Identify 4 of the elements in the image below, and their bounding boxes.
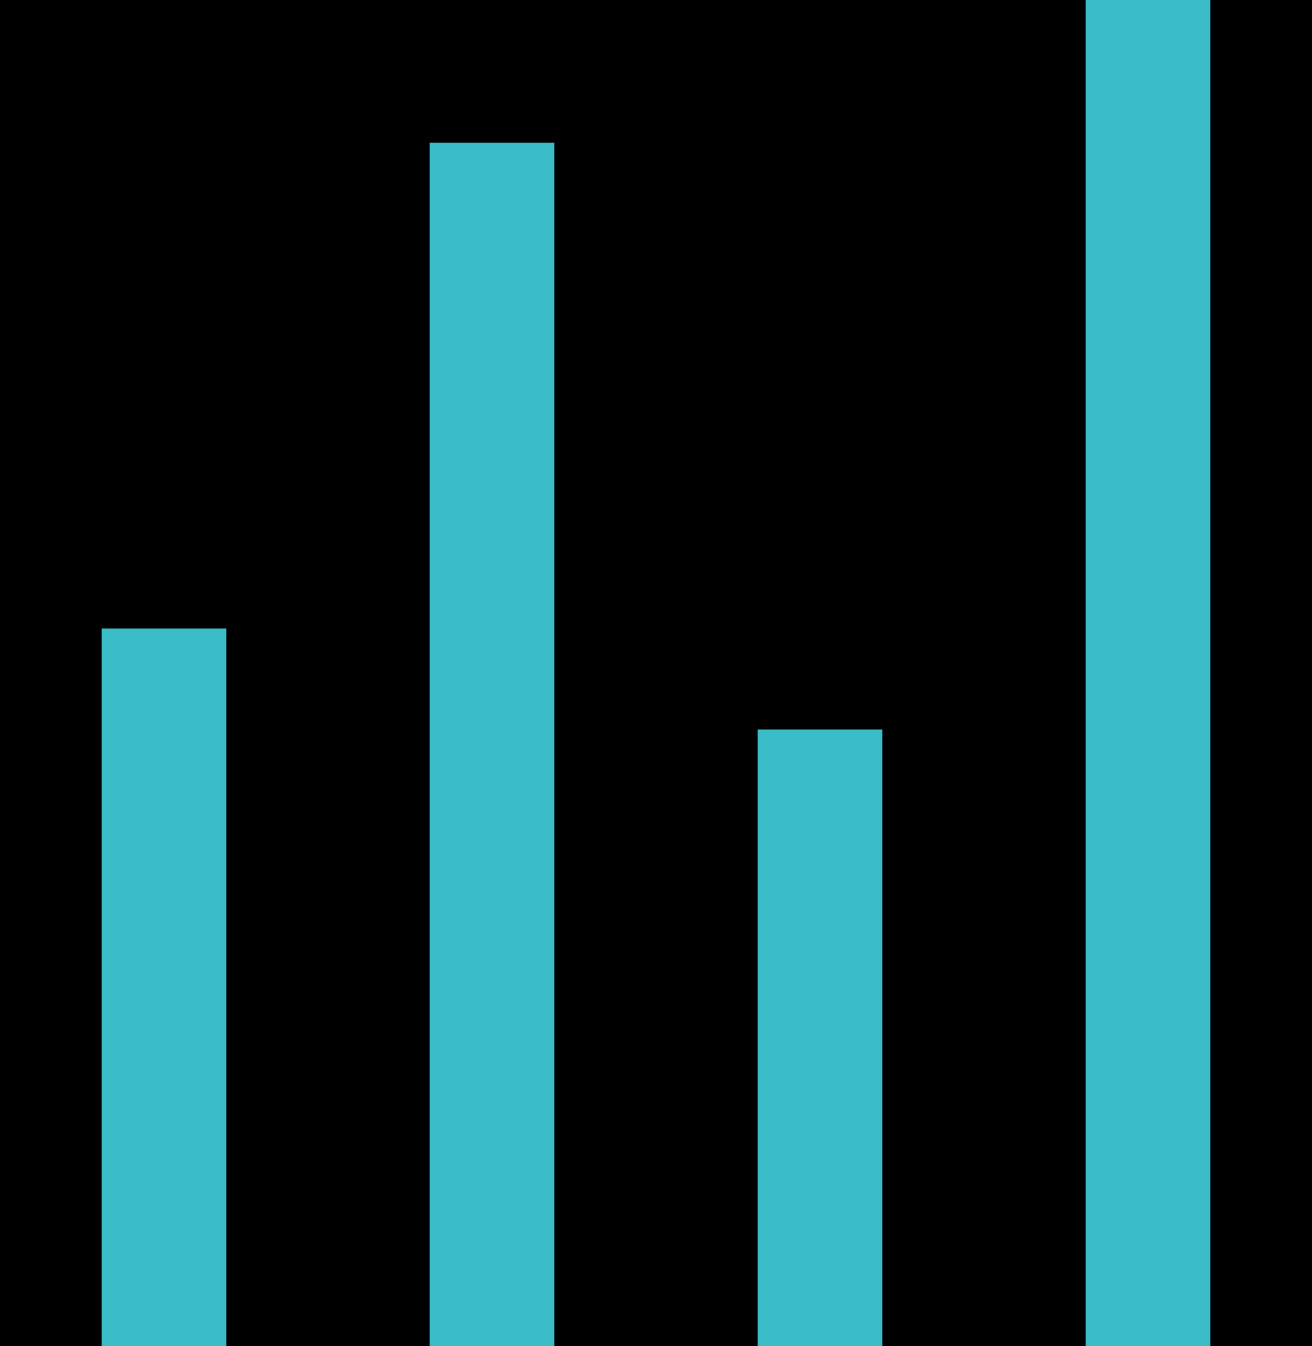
bar <box>429 142 555 1346</box>
bar <box>757 729 883 1346</box>
bar <box>1085 0 1211 1346</box>
bar <box>101 628 227 1346</box>
